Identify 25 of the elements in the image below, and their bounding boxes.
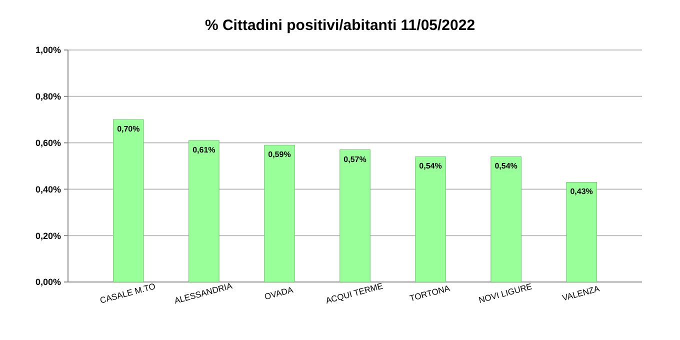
chart-title: % Cittadini positivi/abitanti 11/05/2022 xyxy=(204,17,476,34)
x-tick-label: ACQUI TERME xyxy=(324,280,384,306)
bar xyxy=(113,119,144,282)
bar xyxy=(264,144,295,282)
data-label: 0,54% xyxy=(494,162,518,171)
y-tick-label: 0,80% xyxy=(35,92,61,102)
bar xyxy=(415,156,446,282)
bar xyxy=(188,140,220,282)
x-tick-label: CASALE M.TO xyxy=(98,280,157,306)
y-tick-label: 0,00% xyxy=(35,277,61,288)
y-tick-label: 0,60% xyxy=(35,138,61,148)
data-label: 0,59% xyxy=(268,150,291,160)
data-label: 0,61% xyxy=(192,145,216,154)
x-tick-label: OVADA xyxy=(263,284,294,302)
data-label: 0,57% xyxy=(344,154,366,164)
data-label: 0,54% xyxy=(419,162,442,171)
y-tick-label: 1,00% xyxy=(35,45,61,56)
bar xyxy=(340,150,370,282)
bar xyxy=(490,156,522,282)
y-tick-label: 0,40% xyxy=(35,184,61,194)
data-label: 0,70% xyxy=(117,124,140,134)
bar xyxy=(566,182,597,282)
x-tick-label: NOVI LIGURE xyxy=(478,281,534,306)
y-tick-label: 0,20% xyxy=(35,230,61,241)
data-label: 0,43% xyxy=(570,187,593,196)
